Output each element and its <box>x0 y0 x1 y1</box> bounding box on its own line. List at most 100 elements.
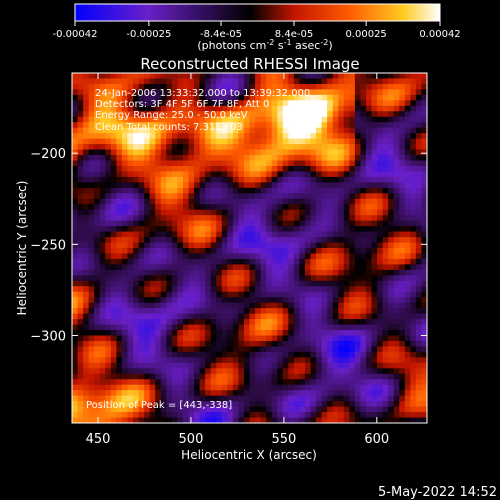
heatmap-cell <box>415 138 423 145</box>
heatmap-cell <box>133 313 140 320</box>
heatmap-cell <box>388 149 395 156</box>
heatmap-cell <box>94 127 101 134</box>
heatmap-cell <box>116 226 123 233</box>
heatmap-cell <box>105 291 112 298</box>
heatmap-cell <box>110 330 117 337</box>
heatmap-cell <box>349 155 356 162</box>
heatmap-cell <box>105 340 112 348</box>
heatmap-cell <box>199 187 206 194</box>
heatmap-cell <box>388 264 395 271</box>
heatmap-cell <box>421 215 427 222</box>
heatmap-cell <box>271 226 278 233</box>
heatmap-cell <box>221 144 228 151</box>
heatmap-cell <box>321 275 328 282</box>
heatmap-cell <box>105 215 112 222</box>
heatmap-cell <box>360 105 367 112</box>
heatmap-cell <box>365 275 373 282</box>
heatmap-cell <box>77 335 84 342</box>
heatmap-cell <box>199 116 206 123</box>
heatmap-cell <box>277 165 284 173</box>
heatmap-cell <box>393 379 400 386</box>
heatmap-cell <box>415 324 423 331</box>
heatmap-cell <box>349 116 356 123</box>
heatmap-cell <box>88 182 95 189</box>
heatmap-cell <box>221 297 228 304</box>
heatmap-cell <box>121 368 129 375</box>
heatmap-cell <box>188 231 195 238</box>
heatmap-cell <box>415 73 423 80</box>
heatmap-cell <box>332 187 339 194</box>
heatmap-cell <box>299 73 306 80</box>
heatmap-cell <box>221 209 228 216</box>
heatmap-cell <box>332 401 339 408</box>
heatmap-cell <box>266 335 273 342</box>
heatmap-cell <box>316 127 323 134</box>
heatmap-cell <box>83 149 90 156</box>
heatmap-cell <box>210 324 217 331</box>
heatmap-cell <box>360 209 367 216</box>
heatmap-cell <box>266 187 273 194</box>
heatmap-cell <box>360 362 367 369</box>
heatmap-cell <box>421 111 427 118</box>
heatmap-cell <box>160 105 167 112</box>
heatmap-cell <box>227 417 234 423</box>
heatmap-cell <box>299 319 306 326</box>
heatmap-cell <box>105 319 112 326</box>
heatmap-cell <box>160 264 167 271</box>
heatmap-cell <box>83 116 90 123</box>
heatmap-cell <box>421 297 427 304</box>
heatmap-cell <box>393 313 400 320</box>
heatmap-cell <box>371 182 378 189</box>
heatmap-cell <box>216 182 223 189</box>
heatmap-cell <box>349 100 356 107</box>
heatmap-cell <box>149 198 156 205</box>
heatmap-cell <box>171 165 178 173</box>
heatmap-cell <box>360 171 367 178</box>
heatmap-cell <box>266 94 273 101</box>
heatmap-cell <box>415 390 423 397</box>
heatmap-cell <box>293 133 301 140</box>
heatmap-cell <box>271 122 278 129</box>
heatmap-cell <box>116 313 123 320</box>
heatmap-cell <box>99 89 106 96</box>
heatmap-cell <box>199 412 206 419</box>
heatmap-cell <box>404 105 411 112</box>
heatmap-cell <box>149 335 156 342</box>
heatmap-cell <box>72 319 79 326</box>
heatmap-cell <box>221 417 228 423</box>
heatmap-cell <box>83 176 90 183</box>
heatmap-cell <box>304 116 312 123</box>
colorbar: -0.00042 -0.00025 -8.4e-05 8.4e-05 0.00025 0.… <box>53 3 461 52</box>
heatmap-cell <box>194 313 201 320</box>
heatmap-cell <box>110 390 117 397</box>
heatmap-cell <box>377 258 384 266</box>
heatmap-cell <box>404 138 411 145</box>
heatmap-cell <box>94 401 101 408</box>
heatmap-cell <box>277 94 284 101</box>
heatmap-cell <box>138 406 145 413</box>
heatmap-cell <box>144 78 151 85</box>
heatmap-cell <box>321 215 328 222</box>
heatmap-cell <box>232 226 240 233</box>
heatmap-cell <box>199 351 206 358</box>
heatmap-cell <box>377 242 384 249</box>
heatmap-cell <box>255 335 262 342</box>
heatmap-cell <box>77 144 84 151</box>
heatmap-cell <box>249 269 256 276</box>
heatmap-cell <box>210 187 217 194</box>
heatmap-cell <box>144 144 151 151</box>
heatmap-cell <box>221 264 228 271</box>
heatmap-cell <box>365 417 373 423</box>
heatmap-cell <box>177 220 184 227</box>
heatmap-cell <box>360 187 367 194</box>
heatmap-cell <box>99 215 106 222</box>
heatmap-cell <box>304 182 312 189</box>
heatmap-cell <box>232 401 240 408</box>
heatmap-cell <box>72 198 79 205</box>
heatmap-cell <box>282 384 289 391</box>
heatmap-cell <box>133 258 140 266</box>
heatmap-cell <box>166 193 173 200</box>
heatmap-cell <box>110 122 117 129</box>
heatmap-cell <box>144 204 151 211</box>
heatmap-cell <box>343 149 350 156</box>
